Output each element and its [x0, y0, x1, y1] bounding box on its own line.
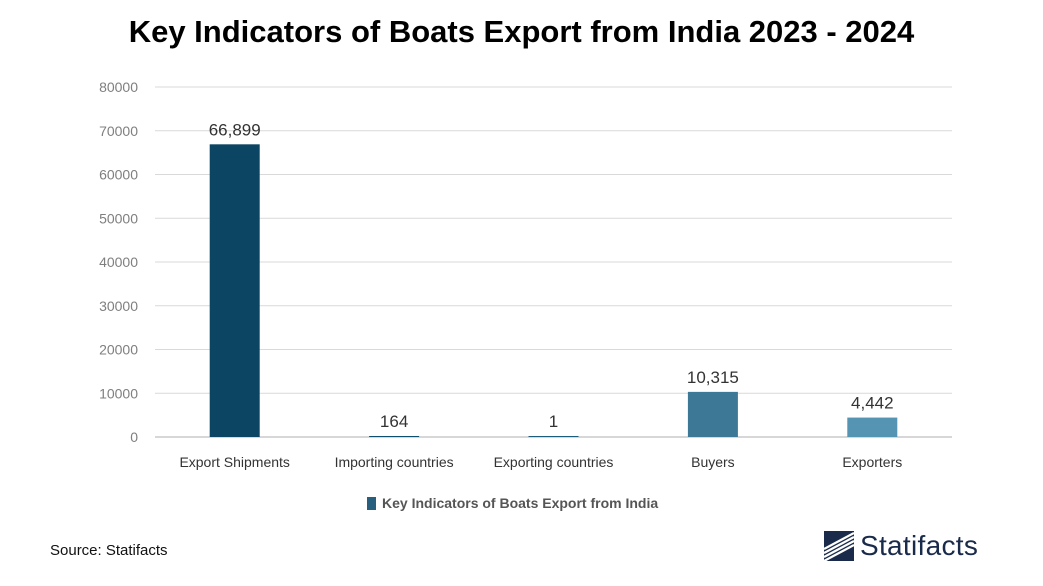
chart-title: Key Indicators of Boats Export from Indi… — [128, 14, 915, 49]
x-tick-label: Exporting countries — [494, 454, 614, 470]
statifacts-logo-text: Statifacts — [860, 530, 979, 561]
y-tick-label: 0 — [130, 429, 138, 445]
legend-swatch — [367, 497, 376, 510]
bar — [687, 391, 738, 437]
y-tick-label: 40000 — [99, 254, 138, 270]
y-tick-label: 70000 — [99, 123, 138, 139]
legend-label: Key Indicators of Boats Export from Indi… — [382, 495, 658, 511]
y-tick-label: 10000 — [99, 385, 138, 401]
y-tick-label: 20000 — [99, 342, 138, 358]
bar — [369, 436, 420, 437]
bar — [209, 144, 260, 437]
data-label: 10,315 — [687, 368, 739, 387]
x-tick-label: Exporters — [842, 454, 902, 470]
source-note: Source: Statifacts — [50, 542, 168, 559]
x-tick-label: Buyers — [691, 454, 735, 470]
x-tick-label: Importing countries — [335, 454, 454, 470]
bar — [528, 436, 579, 437]
x-tick-label: Export Shipments — [179, 454, 290, 470]
statifacts-logo-icon — [824, 531, 854, 561]
y-tick-label: 60000 — [99, 167, 138, 183]
data-label: 1 — [549, 412, 558, 431]
data-label: 164 — [380, 412, 408, 431]
statifacts-logo: Statifacts — [824, 528, 978, 564]
bar-chart: 0 10000 20000 30000 40000 50000 60000 70000 8000… — [99, 79, 952, 511]
y-tick-label: 30000 — [99, 298, 138, 314]
bar — [847, 417, 898, 437]
y-tick-label: 50000 — [99, 210, 138, 226]
y-tick-label: 80000 — [99, 79, 138, 95]
data-label: 66,899 — [209, 120, 261, 139]
data-label: 4,442 — [851, 394, 894, 413]
